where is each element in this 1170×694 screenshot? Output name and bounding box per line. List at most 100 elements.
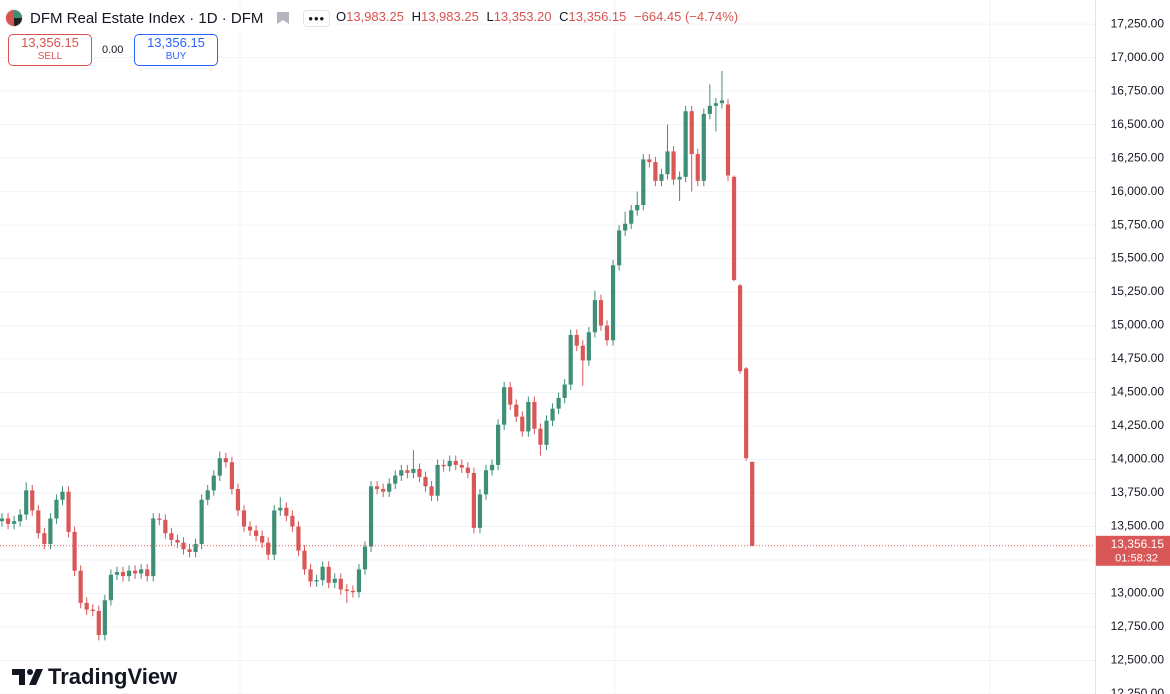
candle-body bbox=[326, 566, 331, 583]
candle-body bbox=[635, 204, 640, 211]
candle-body bbox=[647, 159, 652, 163]
l-label: L bbox=[486, 9, 494, 24]
y-tick-label: 13,500.00 bbox=[1111, 519, 1165, 533]
candle-body bbox=[114, 572, 120, 575]
candle-body bbox=[84, 602, 89, 610]
candle-body bbox=[731, 176, 737, 281]
y-tick-label: 15,750.00 bbox=[1111, 217, 1165, 231]
o-value: 13,983.25 bbox=[346, 9, 404, 24]
candle-body bbox=[695, 154, 700, 181]
buy-label: BUY bbox=[165, 51, 187, 62]
candle-body bbox=[72, 531, 77, 571]
candle-body bbox=[151, 518, 156, 577]
candle-body bbox=[5, 518, 11, 524]
candle-body bbox=[598, 300, 604, 326]
candle-body bbox=[24, 490, 29, 515]
candle-body bbox=[520, 416, 525, 432]
candle-body bbox=[290, 515, 295, 527]
candle-body bbox=[459, 464, 464, 468]
candle-body bbox=[465, 467, 470, 473]
candle-body bbox=[568, 334, 573, 385]
candle-body bbox=[580, 345, 585, 361]
candle-body bbox=[592, 300, 597, 333]
h-label: H bbox=[411, 9, 421, 24]
candle-body bbox=[0, 518, 5, 522]
candle-body bbox=[750, 461, 755, 546]
candle-body bbox=[453, 460, 458, 465]
candle-body bbox=[368, 486, 374, 547]
legend-header: DFM Real Estate Index · 1D · DFM ••• bbox=[4, 6, 337, 30]
candle-body bbox=[133, 570, 138, 574]
candle-body bbox=[235, 489, 241, 511]
candle-body bbox=[247, 526, 253, 531]
candle-body bbox=[199, 499, 204, 544]
candle-body bbox=[320, 566, 325, 581]
candle-body bbox=[556, 397, 561, 409]
brand-name: TradingView bbox=[48, 664, 178, 689]
candle-body bbox=[496, 424, 501, 465]
candle-body bbox=[260, 535, 265, 543]
y-tick-label: 15,250.00 bbox=[1111, 284, 1165, 298]
candle-body bbox=[411, 468, 416, 473]
y-tick-label: 13,750.00 bbox=[1111, 485, 1165, 499]
candle-body bbox=[60, 491, 65, 500]
candle-body bbox=[145, 569, 150, 577]
last-price-label: 13,356.15 bbox=[1111, 537, 1165, 551]
y-tick-label: 14,000.00 bbox=[1111, 452, 1165, 466]
candle-body bbox=[350, 590, 355, 593]
c-label: C bbox=[559, 9, 569, 24]
brand-icon bbox=[12, 669, 43, 685]
candle-body bbox=[653, 162, 658, 181]
candle-body bbox=[417, 468, 422, 477]
candle-body bbox=[508, 387, 513, 405]
symbol-title: DFM Real Estate Index · 1D · DFM bbox=[30, 9, 264, 27]
candle-body bbox=[30, 490, 35, 511]
candle-body bbox=[266, 542, 271, 555]
y-tick-label: 16,000.00 bbox=[1111, 184, 1165, 198]
flag-icon bbox=[5, 9, 23, 27]
candle-body bbox=[483, 470, 489, 495]
candle-body bbox=[526, 401, 531, 432]
candle-body bbox=[139, 569, 144, 574]
h-value: 13,983.25 bbox=[420, 9, 479, 24]
y-tick-label: 17,000.00 bbox=[1111, 50, 1165, 64]
candle-body bbox=[387, 483, 392, 492]
y-tick-label: 15,500.00 bbox=[1111, 251, 1165, 265]
countdown-label: 01:58:32 bbox=[1115, 553, 1158, 565]
buy-button[interactable]: 13,356.15 BUY bbox=[134, 34, 218, 66]
y-tick-label: 12,500.00 bbox=[1111, 653, 1165, 667]
candle-body bbox=[629, 210, 634, 224]
candle-body bbox=[223, 458, 228, 463]
candle-body bbox=[314, 580, 319, 582]
y-tick-label: 16,500.00 bbox=[1111, 117, 1165, 131]
c-value: 13,356.15 bbox=[568, 9, 627, 24]
candle-body bbox=[302, 550, 307, 570]
candle-body bbox=[157, 518, 162, 520]
candle-body bbox=[701, 113, 706, 181]
y-tick-label: 16,250.00 bbox=[1111, 150, 1165, 164]
candle-body bbox=[393, 475, 398, 484]
flag-btn[interactable] bbox=[275, 10, 291, 26]
candle-body bbox=[90, 609, 95, 611]
more-btn[interactable]: ••• bbox=[303, 9, 331, 27]
candle-body bbox=[604, 325, 610, 341]
candle-body bbox=[102, 600, 107, 636]
sell-button[interactable]: 13,356.15 SELL bbox=[8, 34, 92, 66]
sell-label: SELL bbox=[37, 51, 63, 62]
candle-body bbox=[471, 472, 476, 528]
candle-body bbox=[66, 491, 71, 532]
candle-body bbox=[665, 151, 670, 175]
candle-body bbox=[338, 578, 343, 590]
y-tick-label: 14,500.00 bbox=[1111, 385, 1165, 399]
change: −664.45 (−4.74%) bbox=[634, 9, 739, 24]
candle-body bbox=[48, 518, 53, 544]
candle-body bbox=[362, 546, 368, 570]
candle-body bbox=[738, 285, 743, 372]
buy-price: 13,356.15 bbox=[147, 35, 205, 50]
candle-body bbox=[308, 569, 313, 582]
y-tick-label: 15,000.00 bbox=[1111, 318, 1165, 332]
candle-body bbox=[193, 543, 198, 552]
candle-body bbox=[42, 533, 47, 544]
